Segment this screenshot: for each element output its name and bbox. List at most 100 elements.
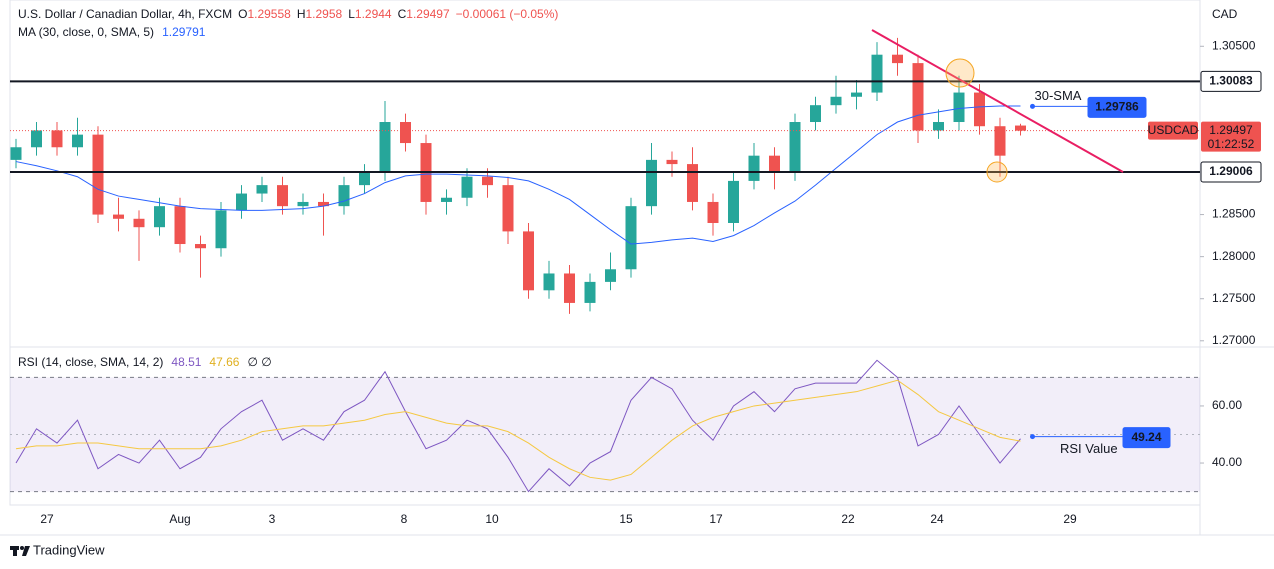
candle-body: [728, 180, 739, 223]
candle-body: [92, 134, 104, 215]
currency-label: CAD: [1212, 7, 1238, 21]
ma-line: [15, 105, 1021, 245]
y-tick-label: 1.27000: [1212, 333, 1256, 347]
annotation-text: 30-SMA: [1035, 88, 1082, 103]
ohlc-label: O: [238, 7, 247, 21]
x-tick-label: Aug: [169, 512, 190, 526]
rsi-legend: RSI (14, close, SMA, 14, 2) 48.51 47.66 ∅ ∅: [18, 355, 272, 369]
countdown: 01:22:52: [1208, 137, 1255, 151]
candle-body: [400, 122, 411, 144]
y-tick-label: 1.27500: [1212, 291, 1256, 305]
annotation-dot: [1030, 434, 1035, 440]
candle-body: [338, 185, 350, 207]
candle-body: [974, 92, 985, 127]
candle-body: [215, 210, 227, 249]
change: −0.00061 (−0.05%): [456, 7, 559, 21]
candle-body: [10, 147, 22, 160]
candle-body: [236, 193, 247, 211]
x-tick-label: 10: [485, 512, 499, 526]
candle-body: [687, 164, 698, 202]
candle-body: [502, 185, 514, 232]
symbol-title: U.S. Dollar / Canadian Dollar, 4h, FXCM: [18, 7, 232, 21]
candle-body: [523, 231, 534, 291]
ma-name: MA (30, close, 0, SMA, 5): [18, 25, 154, 39]
annotation-tag-box: [1087, 96, 1147, 118]
symbol-tag: USDCAD: [1148, 123, 1199, 137]
x-tick-label: 17: [709, 512, 723, 526]
annotation-tag: 49.24: [1131, 430, 1161, 444]
x-tick-label: 29: [1063, 512, 1077, 526]
candle-body: [113, 214, 124, 219]
candle-body: [297, 201, 309, 207]
ohlc-value: 1.2958: [306, 7, 343, 21]
candle-body: [1015, 125, 1026, 131]
candle-body: [584, 281, 596, 303]
ohlc-value: 1.2944: [355, 7, 392, 21]
candle-body: [666, 159, 678, 165]
candle-body: [912, 63, 924, 131]
logo-part: [13, 546, 17, 556]
level-tag-box: [1200, 70, 1262, 92]
y-tick-label: 1.28000: [1212, 249, 1256, 263]
level-tag: 1.29006: [1209, 164, 1253, 178]
highlight-circle: [986, 161, 1008, 183]
candle-body: [789, 122, 801, 173]
annotation-tag-box: [1122, 427, 1171, 449]
candle-body: [51, 130, 63, 148]
candle-body: [892, 54, 903, 64]
candle-body: [482, 176, 493, 186]
candle-body: [256, 185, 268, 194]
price-tag: 1.29497: [1209, 123, 1253, 137]
candle-body: [277, 185, 288, 207]
candle-body: [318, 201, 329, 207]
candle-body: [933, 122, 944, 131]
candle-body: [133, 218, 145, 228]
candle-body: [379, 122, 391, 173]
candle-body: [953, 92, 965, 123]
ohlc-label: C: [398, 7, 407, 21]
candle-body: [72, 134, 83, 148]
rsi-ma-value: 47.66: [209, 355, 239, 369]
header-line: U.S. Dollar / Canadian Dollar, 4h, FXCM O…: [18, 7, 558, 21]
candle-body: [359, 172, 370, 186]
candle-body: [441, 197, 452, 202]
candle-body: [994, 126, 1006, 156]
x-tick-label: 27: [40, 512, 54, 526]
logo-part: [22, 546, 30, 556]
annotation-dot: [1030, 103, 1035, 109]
x-tick-label: 15: [619, 512, 633, 526]
ohlc-value: 1.29497: [406, 7, 450, 21]
annotation-tag: 1.29786: [1095, 100, 1139, 114]
annotation-text: RSI Value: [1060, 441, 1118, 456]
rsi-value: 48.51: [171, 355, 201, 369]
trend-line: [871, 29, 1124, 173]
rsi-title: RSI (14, close, SMA, 14, 2): [18, 355, 163, 369]
candle-body: [154, 206, 165, 228]
rsi-na: ∅ ∅: [247, 355, 271, 369]
highlight-circle: [945, 58, 975, 88]
candle-body: [195, 244, 206, 249]
candle-body: [871, 54, 883, 93]
candle-body: [851, 92, 862, 97]
level-tag: 1.30083: [1209, 74, 1253, 88]
x-tick-label: 24: [930, 512, 944, 526]
candle-body: [174, 206, 186, 245]
candle-body: [810, 105, 821, 123]
x-tick-label: 3: [269, 512, 276, 526]
logo-part: [20, 546, 24, 550]
x-tick-label: 8: [401, 512, 408, 526]
y-tick-label: 1.30500: [1212, 38, 1256, 52]
candle-body: [769, 155, 780, 173]
ma-legend: MA (30, close, 0, SMA, 5) 1.29791: [18, 25, 206, 39]
chart-layer: 1.30500 1.28500 1.28000 1.27500 1.27000 1.300…: [10, 37, 1262, 526]
price-tag-box: [1201, 121, 1261, 152]
ohlc-label: L: [348, 7, 355, 21]
candle-body: [748, 155, 760, 181]
y-tick-label: 40.00: [1212, 455, 1242, 469]
brand-name: TradingView: [33, 542, 105, 557]
candle-body: [605, 269, 616, 282]
symbol-tag-box: [1148, 121, 1198, 140]
y-tick-label: 1.28500: [1212, 207, 1256, 221]
